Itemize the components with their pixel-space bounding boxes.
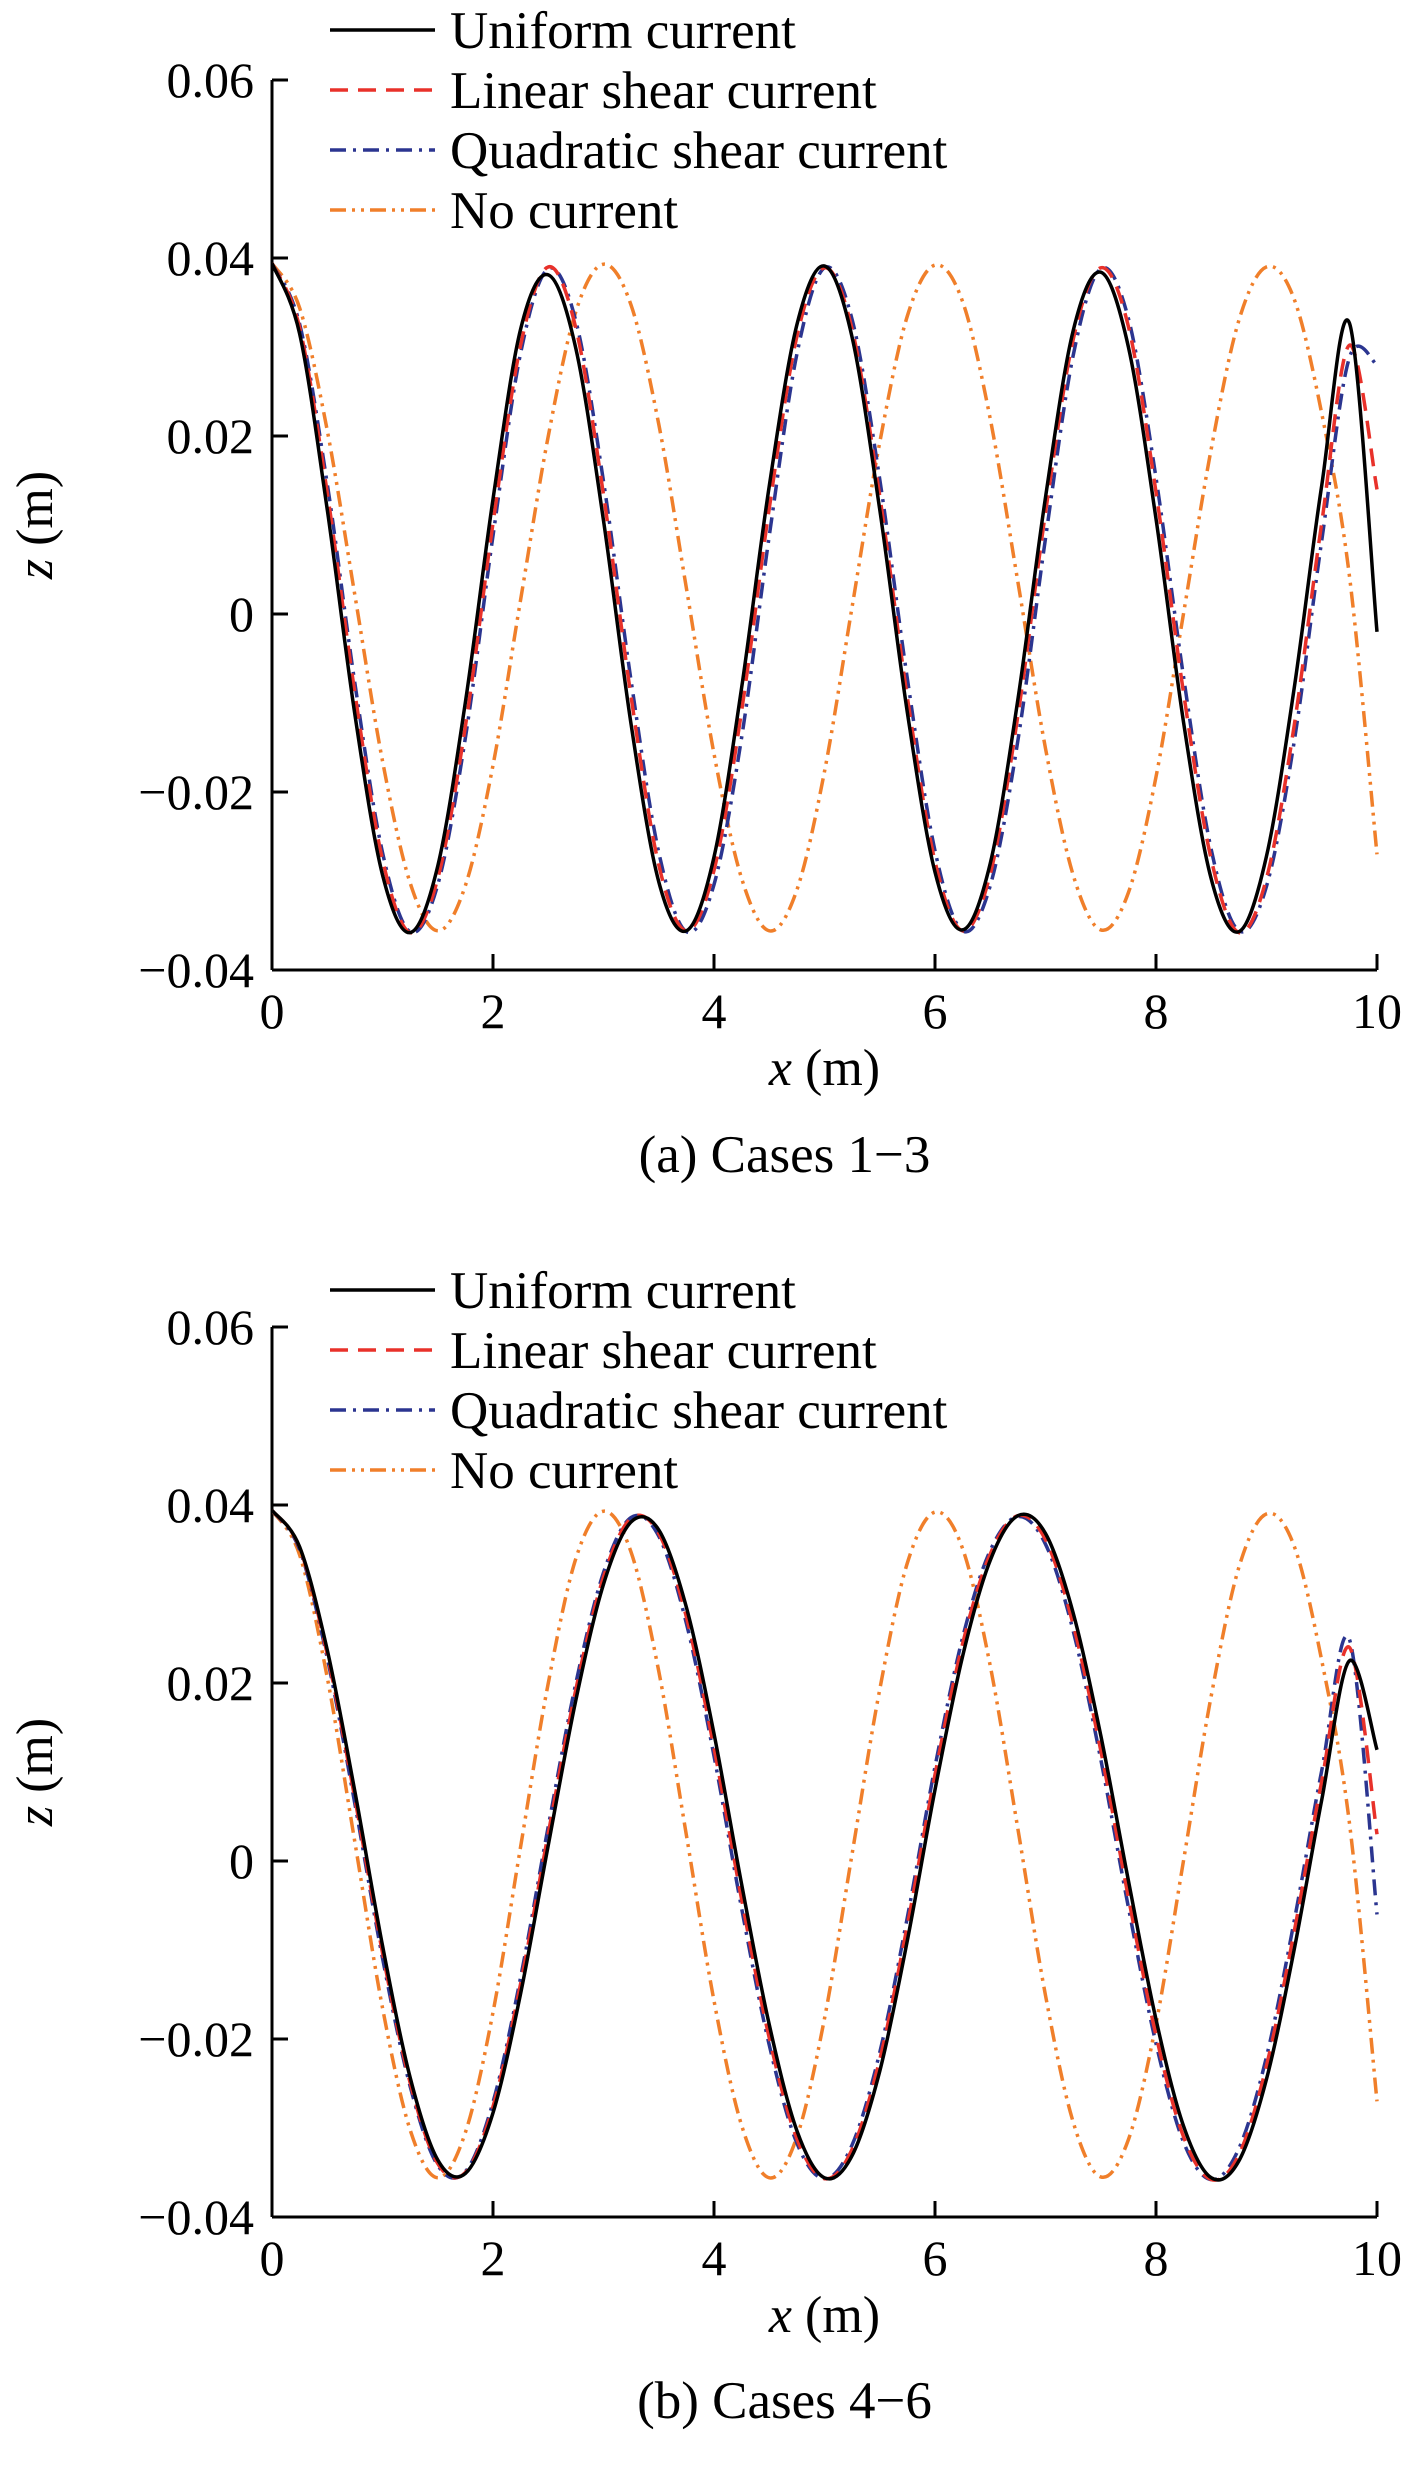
panel-caption: (a) Cases 1−3 <box>639 1126 931 1184</box>
y-axis-label: z (m) <box>7 1718 64 1827</box>
y-tick-label: 0.02 <box>167 408 255 464</box>
x-axis-unit: (m) <box>792 1040 880 1097</box>
series-line-2 <box>272 1509 1379 2182</box>
y-tick-label: −0.02 <box>138 764 254 820</box>
x-tick-label: 10 <box>1352 983 1402 1039</box>
legend-label: No current <box>450 182 678 240</box>
y-tick-label: −0.04 <box>138 942 254 998</box>
y-tick-label: −0.04 <box>138 2189 254 2245</box>
legend-label: Quadratic shear current <box>450 122 948 180</box>
y-tick-label: 0 <box>229 1833 254 1889</box>
y-tick-label: 0 <box>229 586 254 642</box>
y-tick-label: 0.04 <box>167 1477 255 1533</box>
x-axis-unit: (m) <box>792 2287 880 2344</box>
y-axis-unit: (m) <box>7 1718 64 1806</box>
legend-label: No current <box>450 1442 678 1500</box>
y-tick-label: 0.06 <box>167 52 255 108</box>
y-axis-unit: (m) <box>7 471 64 559</box>
y-tick-label: 0.04 <box>167 230 255 286</box>
panel-caption: (b) Cases 4−6 <box>637 2372 932 2430</box>
series-line-2 <box>272 262 1379 935</box>
legend-label: Uniform current <box>450 2 796 60</box>
y-tick-label: −0.02 <box>138 2011 254 2067</box>
x-axis-label: x (m) <box>768 2287 880 2344</box>
y-axis-var: z <box>7 1806 64 1827</box>
x-tick-label: 6 <box>923 983 948 1039</box>
series-line-0 <box>272 1509 1379 2182</box>
x-tick-label: 0 <box>260 983 285 1039</box>
legend-label: Quadratic shear current <box>450 1382 948 1440</box>
x-tick-label: 6 <box>923 2230 948 2286</box>
series-line-0 <box>272 262 1379 935</box>
y-axis-label: z (m) <box>7 471 64 580</box>
x-tick-label: 4 <box>702 983 727 1039</box>
x-tick-label: 4 <box>702 2230 727 2286</box>
series-line-3 <box>272 1509 1379 2180</box>
y-tick-label: 0.06 <box>167 1299 255 1355</box>
x-tick-label: 2 <box>481 983 506 1039</box>
x-tick-label: 2 <box>481 2230 506 2286</box>
legend-label: Uniform current <box>450 1262 796 1320</box>
legend-label: Linear shear current <box>450 1322 877 1380</box>
x-axis-label: x (m) <box>768 1040 880 1097</box>
series-line-1 <box>272 262 1379 935</box>
x-tick-label: 0 <box>260 2230 285 2286</box>
legend-label: Linear shear current <box>450 62 877 120</box>
x-axis-var: x <box>768 1040 792 1097</box>
series-line-3 <box>272 262 1379 933</box>
x-axis-var: x <box>768 2287 792 2344</box>
series-line-1 <box>272 1509 1379 2182</box>
x-tick-label: 8 <box>1144 2230 1169 2286</box>
y-axis-var: z <box>7 559 64 580</box>
y-tick-label: 0.02 <box>167 1655 255 1711</box>
x-tick-label: 8 <box>1144 983 1169 1039</box>
x-tick-label: 10 <box>1352 2230 1402 2286</box>
